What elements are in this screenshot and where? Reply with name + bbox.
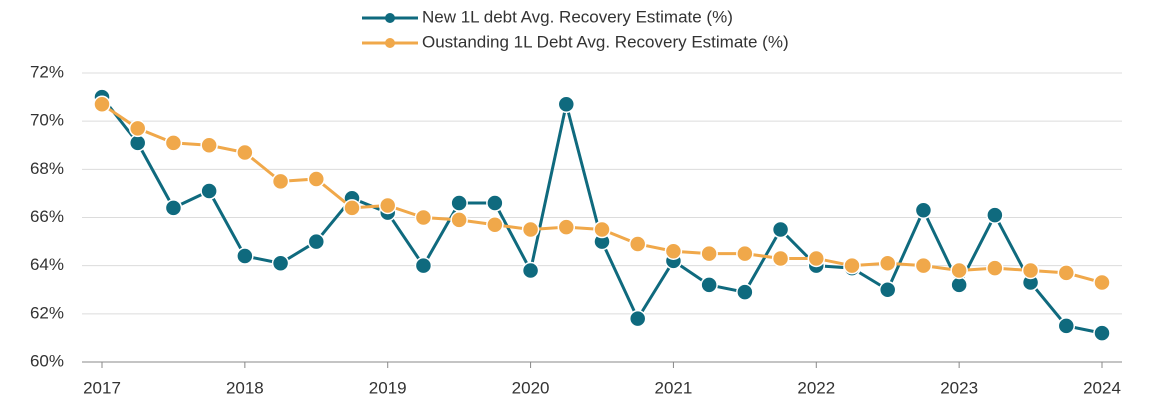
data-point [164,199,183,217]
data-point [628,309,647,328]
x-tick-label: 2018 [226,378,264,397]
x-tick-label: 2021 [655,378,693,397]
data-point [557,95,576,114]
data-point [1021,261,1040,280]
legend-label: Oustanding 1L Debt Avg. Recovery Estimat… [422,32,789,51]
data-point [486,194,504,212]
x-tick-label: 2022 [797,378,835,397]
data-point [628,235,647,253]
data-point [307,232,326,251]
data-point [128,134,147,152]
data-point [986,259,1004,277]
data-point [93,95,111,114]
data-point [1057,317,1076,335]
data-point [450,211,468,229]
y-tick-label: 70% [30,111,64,130]
data-point [378,196,397,215]
data-point [771,249,790,268]
data-point [486,215,504,234]
data-point [700,244,718,263]
data-point [807,249,826,268]
x-tick-label: 2019 [369,378,407,397]
data-point [700,276,718,294]
data-point [914,256,933,275]
series-line [100,96,1103,335]
data-point [414,208,433,227]
y-tick-label: 68% [30,159,64,178]
data-point [236,247,254,265]
legend-label: New 1L debt Avg. Recovery Estimate (%) [422,7,733,26]
x-tick-label: 2023 [940,378,978,397]
data-point [878,254,897,273]
data-point [200,182,218,200]
data-point [1093,273,1111,292]
data-point [878,281,897,299]
data-point [236,143,254,162]
data-point [414,256,433,275]
data-point [736,283,754,301]
legend-marker [385,13,395,23]
data-point [950,261,968,280]
data-point [521,261,540,280]
y-tick-label: 64% [30,255,64,274]
data-point [736,244,754,263]
data-point [914,201,933,220]
data-point [664,242,683,260]
data-point [593,220,611,239]
data-point [557,218,576,236]
data-point [343,199,361,217]
data-point [1057,264,1076,282]
y-tick-label: 60% [30,351,64,370]
data-point [1093,324,1111,342]
data-point [200,136,218,154]
data-point [986,206,1004,224]
data-point [450,194,468,212]
data-point [521,220,540,239]
legend-marker [385,38,395,48]
y-tick-label: 62% [30,303,64,322]
data-point [771,220,790,239]
y-tick-label: 66% [30,207,64,226]
data-point [307,170,326,188]
data-point [950,276,968,294]
x-tick-label: 2020 [512,378,550,397]
data-point [271,172,290,191]
x-tick-label: 2024 [1083,378,1121,397]
data-point [164,134,183,152]
data-point [128,119,147,138]
x-tick-label: 2017 [83,378,121,397]
data-point [843,256,861,275]
data-point [271,254,290,273]
y-tick-label: 72% [30,62,64,81]
